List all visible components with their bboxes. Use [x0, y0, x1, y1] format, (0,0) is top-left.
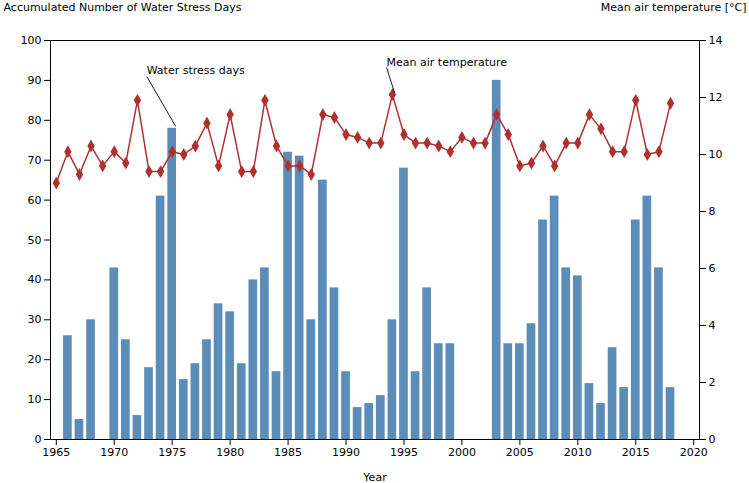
- svg-text:1965: 1965: [42, 446, 70, 459]
- svg-text:2000: 2000: [448, 446, 476, 459]
- svg-text:70: 70: [28, 154, 42, 167]
- svg-text:12: 12: [709, 91, 723, 104]
- svg-text:2: 2: [709, 376, 716, 389]
- svg-text:2010: 2010: [564, 446, 592, 459]
- svg-text:40: 40: [28, 273, 42, 286]
- svg-text:Water stress days: Water stress days: [147, 64, 245, 77]
- svg-text:1995: 1995: [390, 446, 418, 459]
- svg-text:0: 0: [709, 433, 716, 446]
- svg-text:2020: 2020: [680, 446, 708, 459]
- svg-text:Mean air temperature: Mean air temperature: [387, 56, 508, 69]
- svg-text:0: 0: [35, 433, 42, 446]
- svg-text:1985: 1985: [274, 446, 302, 459]
- svg-text:100: 100: [21, 34, 42, 47]
- svg-text:60: 60: [28, 194, 42, 207]
- svg-text:1970: 1970: [100, 446, 128, 459]
- svg-text:2005: 2005: [506, 446, 534, 459]
- svg-text:Mean air temperature [°C]: Mean air temperature [°C]: [601, 1, 747, 14]
- svg-text:Year: Year: [362, 471, 387, 483]
- svg-text:2015: 2015: [622, 446, 650, 459]
- svg-text:1980: 1980: [216, 446, 244, 459]
- svg-text:14: 14: [709, 34, 723, 47]
- svg-text:50: 50: [28, 234, 42, 247]
- svg-text:6: 6: [709, 262, 716, 275]
- svg-text:90: 90: [28, 74, 42, 87]
- svg-text:1975: 1975: [158, 446, 186, 459]
- svg-text:8: 8: [709, 205, 716, 218]
- svg-text:10: 10: [28, 393, 42, 406]
- svg-text:4: 4: [709, 319, 716, 332]
- svg-text:Accumulated Number of Water St: Accumulated Number of Water Stress Days: [4, 1, 242, 14]
- svg-text:80: 80: [28, 114, 42, 127]
- svg-text:20: 20: [28, 353, 42, 366]
- svg-text:30: 30: [28, 313, 42, 326]
- svg-text:10: 10: [709, 148, 723, 161]
- svg-text:1990: 1990: [332, 446, 360, 459]
